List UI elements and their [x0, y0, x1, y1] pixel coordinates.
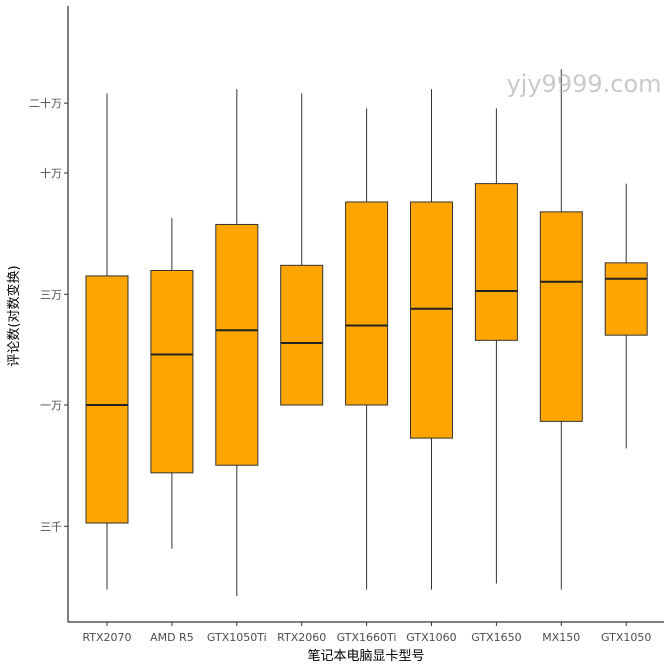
- x-tick-label: RTX2070: [82, 631, 131, 644]
- x-tick-label: GTX1060: [406, 631, 456, 644]
- box-iqr: [410, 201, 453, 439]
- x-axis-title: 笔记本电脑显卡型号: [307, 648, 424, 664]
- box-gtx1050ti: [215, 89, 259, 597]
- box-iqr: [345, 201, 389, 406]
- box-gtx1660ti: [345, 108, 389, 590]
- box-rtx2060: [280, 93, 324, 406]
- axes: 三千 一万 三万 十万 二十万 RTX2070 AMD R5 GTX1050Ti RTX2060…: [29, 6, 664, 644]
- x-tick-label: GTX1660Ti: [337, 631, 397, 644]
- y-tick-label: 一万: [40, 399, 62, 412]
- box-iqr: [474, 183, 518, 341]
- box-amd-r5: [150, 217, 194, 549]
- x-tick-label: GTX1650: [471, 631, 521, 644]
- watermark: yjy9999.com: [506, 70, 661, 98]
- box-iqr: [150, 269, 194, 474]
- y-tick-label: 三千: [40, 520, 62, 533]
- box-iqr: [215, 223, 259, 466]
- x-tick-label: GTX1050Ti: [207, 631, 267, 644]
- box-marks: [85, 69, 648, 597]
- box-gtx1060: [410, 89, 453, 590]
- box-gtx1650: [474, 108, 518, 584]
- x-tick-label: MX150: [542, 631, 580, 644]
- y-tick-label: 二十万: [29, 96, 62, 110]
- x-tick-label: AMD R5: [150, 631, 194, 644]
- box-mx150: [539, 69, 583, 590]
- box-iqr: [604, 262, 648, 336]
- y-axis-title: 评论数(对数变换): [6, 265, 22, 366]
- y-tick-label: 三万: [40, 288, 62, 301]
- box-iqr: [280, 264, 324, 406]
- box-iqr: [85, 275, 129, 524]
- box-gtx1050: [604, 183, 648, 449]
- y-tick-label: 十万: [40, 166, 62, 180]
- x-tick-label: GTX1050: [601, 631, 651, 644]
- x-tick-label: RTX2060: [277, 631, 326, 644]
- box-rtx2070: [85, 93, 129, 590]
- box-iqr: [539, 211, 583, 422]
